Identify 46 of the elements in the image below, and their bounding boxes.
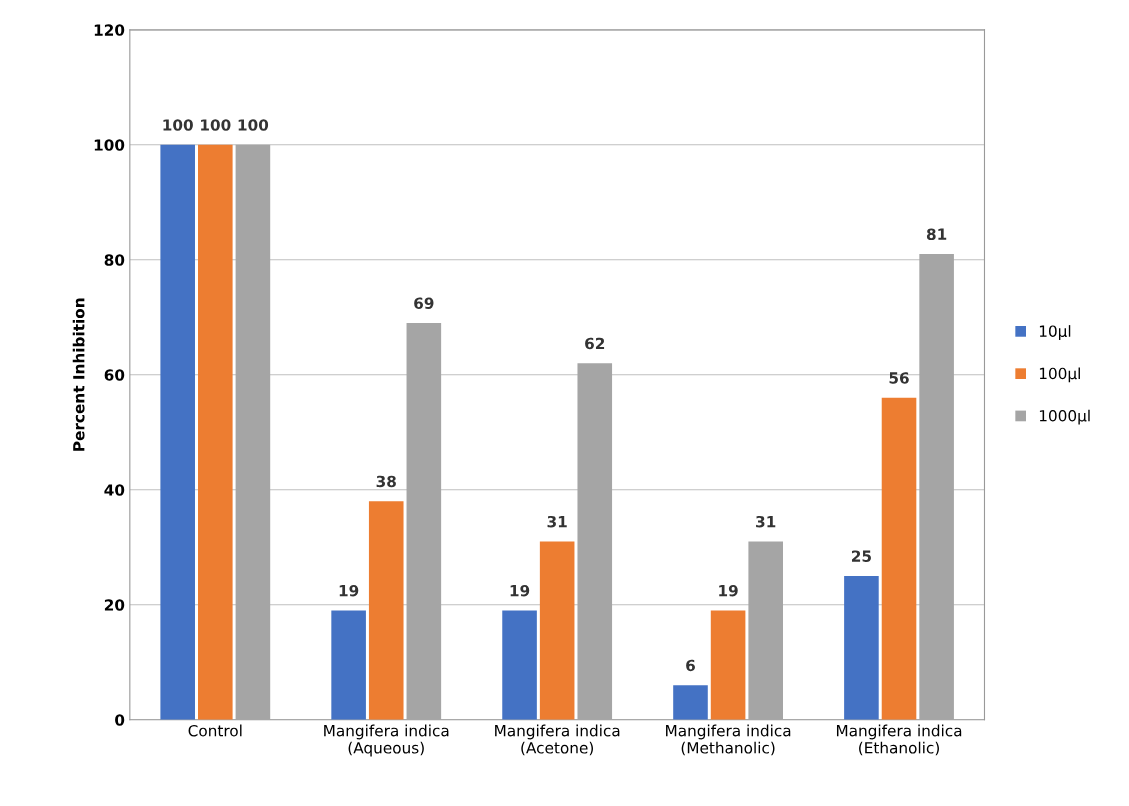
y-tick-label: 60 <box>104 369 125 381</box>
data-label: 6 <box>686 659 695 672</box>
x-tick-label: Mangifera indica (Methanolic) <box>666 724 791 756</box>
bar <box>577 363 613 720</box>
data-label: 81 <box>926 228 947 240</box>
bar <box>198 144 233 720</box>
y-tick-label: 20 <box>104 599 125 611</box>
bar <box>539 541 575 720</box>
y-tick-label: 100 <box>94 139 125 151</box>
data-label: 19 <box>510 584 530 597</box>
bar <box>331 610 366 720</box>
data-label: 38 <box>376 475 396 488</box>
bar <box>881 397 917 720</box>
y-tick-label: 80 <box>104 254 125 266</box>
bar <box>502 610 537 720</box>
bar <box>368 501 404 720</box>
x-tick-label: Mangifera indica (Acetone) <box>495 724 620 756</box>
data-label: 31 <box>756 515 776 528</box>
bar <box>844 576 879 720</box>
bar <box>710 610 746 720</box>
data-label: 31 <box>547 515 567 528</box>
x-tick-label: Mangifera indica (Aqueous) <box>324 724 449 757</box>
legend-label: 10µl <box>1039 325 1071 340</box>
y-tick-label: 40 <box>104 484 125 496</box>
data-label: 69 <box>414 297 434 309</box>
data-label: 100 <box>163 119 193 131</box>
data-label: 19 <box>719 584 738 597</box>
data-label: 19 <box>339 584 359 597</box>
bar <box>919 254 954 720</box>
y-tick-label: 120 <box>94 24 125 36</box>
legend-label: 1000µl <box>1039 409 1090 425</box>
y-axis-title: Percent Inhibition <box>72 298 85 451</box>
bar <box>406 323 442 720</box>
legend-label: 100µl <box>1039 367 1080 383</box>
x-tick-label: Mangifera indica (Ethanolic) <box>836 724 962 756</box>
data-label: 25 <box>852 550 871 562</box>
bar <box>235 144 271 720</box>
bar <box>673 685 708 720</box>
data-label: 100 <box>238 119 269 131</box>
x-tick-label: Control <box>188 724 242 737</box>
data-label: 62 <box>585 337 605 350</box>
data-label: 56 <box>889 372 909 384</box>
bar <box>748 541 783 720</box>
y-tick-label: 0 <box>115 714 125 726</box>
data-label: 100 <box>201 119 231 131</box>
bar <box>160 144 195 720</box>
